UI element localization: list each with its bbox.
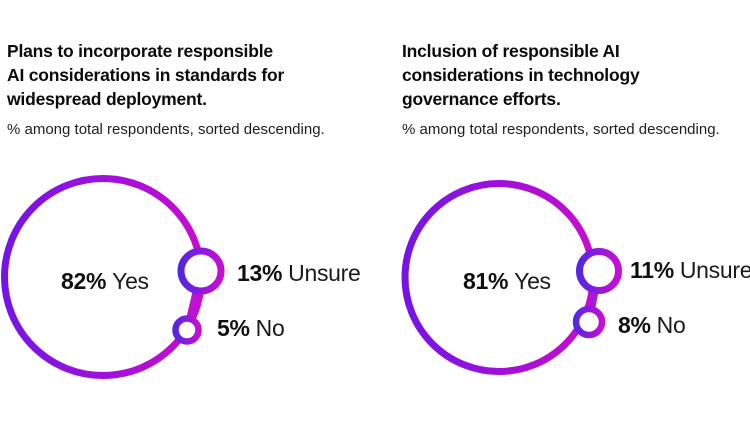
no-circle	[572, 305, 606, 339]
yes-label: 82% Yes	[61, 267, 149, 295]
no-label: 5% No	[217, 314, 285, 342]
no-text: No	[255, 315, 285, 341]
unsure-text: Unsure	[288, 260, 361, 286]
chart-governance-efforts: Inclusion of responsible AI consideratio…	[375, 0, 750, 422]
chart-title: Plans to incorporate responsible AI cons…	[7, 41, 285, 109]
bubble-chart: 82% Yes 13% Unsure 5% No	[0, 150, 375, 422]
unsure-label: 11% Unsure	[630, 256, 750, 284]
chart-subtitle: % among total respondents, sorted descen…	[402, 121, 720, 138]
unsure-value: 11%	[630, 257, 674, 283]
yes-value: 82%	[61, 268, 107, 294]
unsure-circle	[177, 247, 225, 295]
yes-text: Yes	[514, 268, 551, 294]
no-value: 8%	[618, 312, 651, 338]
yes-text: Yes	[112, 268, 149, 294]
yes-value: 81%	[463, 268, 509, 294]
unsure-value: 13%	[237, 260, 283, 286]
bubble-chart: 81% Yes 11% Unsure 8% No	[375, 150, 750, 422]
yes-label: 81% Yes	[463, 267, 551, 295]
no-circle	[172, 315, 202, 345]
bubble-chart-svg	[401, 180, 622, 375]
no-text: No	[656, 312, 686, 338]
unsure-circle	[576, 248, 622, 294]
bubble-chart-svg	[1, 175, 225, 379]
unsure-text: Unsure	[679, 257, 750, 283]
no-value: 5%	[217, 315, 250, 341]
no-label: 8% No	[618, 311, 686, 339]
chart-subtitle: % among total respondents, sorted descen…	[7, 121, 325, 138]
chart-title: Inclusion of responsible AI consideratio…	[402, 41, 640, 109]
chart-standards-deployment: Plans to incorporate responsible AI cons…	[0, 41, 375, 422]
unsure-label: 13% Unsure	[237, 259, 361, 287]
